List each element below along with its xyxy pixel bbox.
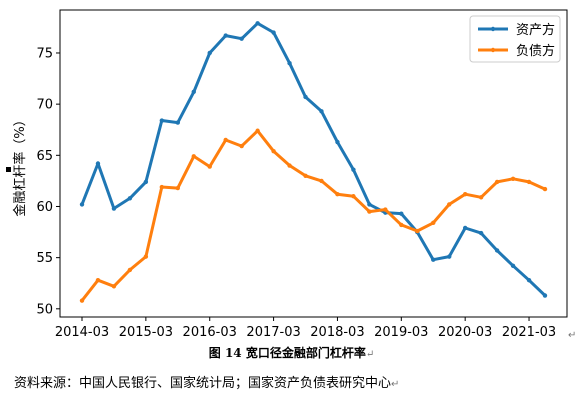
data-point-asset	[79, 202, 85, 207]
data-point-asset	[95, 161, 101, 166]
data-point-asset	[207, 50, 212, 56]
legend: 资产方 负债方	[469, 15, 561, 63]
data-point-asset	[111, 206, 117, 211]
data-point-liability	[239, 143, 244, 149]
data-point-liability	[462, 192, 468, 197]
chart: 50 55 60 65 70 75 2014-03 2015-03 2016-03 2017-0…	[12, 9, 568, 340]
data-point-asset	[223, 33, 228, 38]
legend-label-liability: 负债方	[516, 43, 555, 59]
data-point-liability	[287, 163, 292, 168]
data-point-asset	[510, 263, 516, 269]
data-point-asset	[399, 211, 404, 216]
data-point-asset	[287, 61, 292, 66]
x-tick-label: 2021-03	[502, 325, 556, 340]
data-point-asset	[159, 118, 165, 123]
paragraph-mark: ↵	[391, 379, 400, 390]
y-tick-label: 75	[36, 46, 53, 61]
x-tick-label: 2018-03	[310, 325, 364, 340]
data-point-liability	[447, 202, 452, 207]
data-point-liability	[335, 192, 340, 197]
data-point-liability	[143, 254, 149, 259]
x-tick-label: 2015-03	[119, 325, 173, 340]
data-point-asset	[175, 120, 180, 125]
data-point-liability	[319, 178, 324, 184]
y-tick-label: 70	[36, 98, 53, 113]
x-tick-label: 2016-03	[183, 325, 237, 340]
source-note: 资料来源：中国人民银行、国家统计局；国家资产负债表研究中心↵	[14, 372, 399, 391]
data-point-asset	[319, 109, 324, 114]
y-axis: 50 55 60 65 70 75	[36, 46, 60, 317]
data-point-asset	[143, 179, 149, 185]
figure-caption-text: 图 14 宽口径金融部门杠杆率	[208, 346, 366, 360]
data-point-liability	[431, 220, 436, 226]
data-point-liability	[510, 176, 516, 182]
y-axis-label: 金融杠杆率（%）	[12, 113, 28, 216]
data-point-liability	[367, 209, 372, 214]
data-point-asset	[542, 293, 548, 298]
y-tick-label: 55	[36, 251, 53, 266]
data-point-asset	[255, 21, 260, 26]
series-line-asset	[80, 21, 547, 297]
series-line-liability	[80, 129, 546, 302]
data-point-asset	[462, 225, 468, 231]
data-point-liability	[542, 186, 548, 192]
figure-caption: 图 14 宽口径金融部门杠杆率↵	[0, 344, 583, 361]
data-point-liability	[207, 164, 212, 169]
x-tick-label: 2017-03	[246, 325, 300, 340]
source-note-text: 资料来源：中国人民银行、国家统计局；国家资产负债表研究中心	[14, 376, 392, 391]
y-tick-label: 65	[36, 149, 53, 164]
paragraph-mark: ↵	[365, 349, 375, 360]
data-point-asset	[351, 167, 356, 172]
data-point-asset	[335, 139, 340, 145]
x-tick-label: 2019-03	[374, 325, 428, 340]
data-point-asset	[239, 36, 244, 41]
data-point-liability	[127, 267, 133, 273]
x-tick-label: 2020-03	[438, 325, 492, 340]
x-tick-label: 2014-03	[55, 325, 109, 340]
legend-marker-liability	[490, 47, 496, 53]
data-point-asset	[367, 202, 372, 207]
data-point-liability	[478, 195, 484, 200]
legend-marker-asset	[490, 26, 496, 32]
data-point-liability	[175, 185, 180, 191]
data-point-asset	[431, 257, 436, 262]
data-point-liability	[95, 277, 101, 283]
series-group	[79, 21, 548, 303]
data-point-asset	[303, 94, 308, 100]
bullet-mark	[6, 167, 11, 172]
data-point-liability	[111, 284, 117, 289]
data-point-asset	[447, 254, 452, 259]
data-point-liability	[223, 137, 228, 143]
data-point-asset	[191, 89, 196, 95]
data-point-asset	[494, 248, 500, 253]
data-point-liability	[399, 222, 404, 228]
data-point-liability	[159, 184, 165, 190]
data-point-asset	[271, 30, 276, 35]
data-point-asset	[127, 196, 133, 201]
data-point-asset	[526, 277, 532, 283]
data-point-liability	[415, 228, 420, 234]
y-tick-label: 60	[36, 200, 53, 215]
data-point-liability	[526, 179, 532, 185]
data-point-liability	[351, 194, 356, 199]
data-point-liability	[191, 154, 196, 159]
data-point-liability	[79, 298, 85, 303]
legend-label-asset: 资产方	[516, 22, 555, 38]
data-point-liability	[303, 173, 308, 178]
y-tick-label: 50	[36, 302, 53, 317]
x-axis: 2014-03 2015-03 2016-03 2017-03 2018-03 2019-…	[55, 317, 556, 340]
paragraph-mark: ↵	[568, 330, 577, 341]
data-point-liability	[255, 128, 260, 133]
data-point-liability	[383, 207, 388, 212]
data-point-liability	[271, 149, 276, 154]
data-point-asset	[478, 230, 484, 236]
data-point-liability	[494, 179, 500, 185]
